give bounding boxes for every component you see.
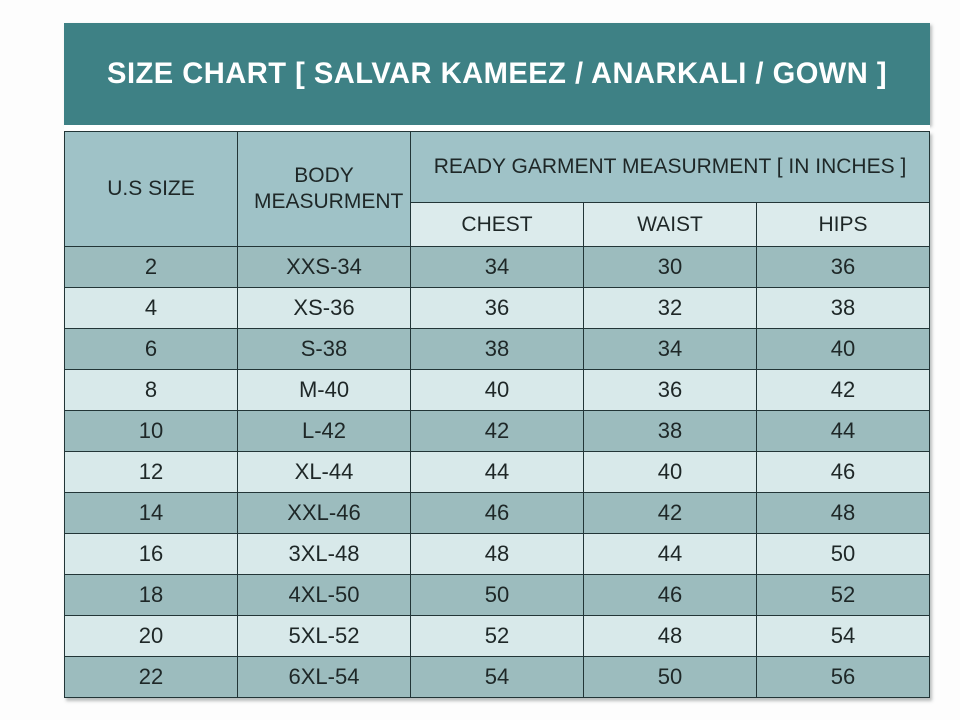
- cell-waist: 30: [583, 246, 757, 288]
- cell-waist: 38: [583, 410, 757, 452]
- cell-hips: 38: [756, 287, 930, 329]
- cell-body-measurement: 6XL-54: [237, 656, 411, 698]
- table-row: 4 XS-36 36 32 38: [64, 287, 930, 329]
- cell-us-size: 22: [64, 656, 238, 698]
- cell-body-measurement: 4XL-50: [237, 574, 411, 616]
- cell-us-size: 2: [64, 246, 238, 288]
- col-header-hips: HIPS: [756, 202, 930, 247]
- cell-hips: 42: [756, 369, 930, 411]
- cell-us-size: 18: [64, 574, 238, 616]
- table-row: 20 5XL-52 52 48 54: [64, 615, 930, 657]
- cell-waist: 42: [583, 492, 757, 534]
- cell-us-size: 20: [64, 615, 238, 657]
- cell-body-measurement: XXL-46: [237, 492, 411, 534]
- table-row: 16 3XL-48 48 44 50: [64, 533, 930, 575]
- table-row: 2 XXS-34 34 30 36: [64, 246, 930, 288]
- table-row: 6 S-38 38 34 40: [64, 328, 930, 370]
- cell-body-measurement: S-38: [237, 328, 411, 370]
- col-header-chest: CHEST: [410, 202, 584, 247]
- table-row: 12 XL-44 44 40 46: [64, 451, 930, 493]
- cell-hips: 46: [756, 451, 930, 493]
- col-header-us-size: U.S SIZE: [64, 131, 238, 247]
- cell-us-size: 8: [64, 369, 238, 411]
- cell-body-measurement: XL-44: [237, 451, 411, 493]
- table-row: 22 6XL-54 54 50 56: [64, 656, 930, 698]
- cell-chest: 54: [410, 656, 584, 698]
- cell-waist: 50: [583, 656, 757, 698]
- cell-chest: 42: [410, 410, 584, 452]
- cell-hips: 48: [756, 492, 930, 534]
- table-row: 18 4XL-50 50 46 52: [64, 574, 930, 616]
- cell-chest: 44: [410, 451, 584, 493]
- col-header-body-measurement-label: BODY MEASURMENT: [254, 163, 404, 213]
- banner-table-divider: [64, 125, 930, 131]
- size-chart-table: U.S SIZE BODY MEASURMENT READY GARMENT M…: [64, 131, 930, 698]
- cell-body-measurement: XS-36: [237, 287, 411, 329]
- cell-chest: 38: [410, 328, 584, 370]
- cell-body-measurement: 3XL-48: [237, 533, 411, 575]
- cell-chest: 46: [410, 492, 584, 534]
- table-row: 8 M-40 40 36 42: [64, 369, 930, 411]
- cell-hips: 52: [756, 574, 930, 616]
- cell-us-size: 4: [64, 287, 238, 329]
- table-row: 10 L-42 42 38 44: [64, 410, 930, 452]
- col-header-body-measurement: BODY MEASURMENT: [237, 131, 411, 247]
- col-header-waist: WAIST: [583, 202, 757, 247]
- size-chart: SIZE CHART [ SALVAR KAMEEZ / ANARKALI / …: [64, 23, 930, 698]
- cell-waist: 44: [583, 533, 757, 575]
- cell-us-size: 6: [64, 328, 238, 370]
- size-chart-title-banner: SIZE CHART [ SALVAR KAMEEZ / ANARKALI / …: [64, 23, 930, 125]
- page-title: SIZE CHART [ SALVAR KAMEEZ / ANARKALI / …: [107, 57, 887, 90]
- header-row-main: U.S SIZE BODY MEASURMENT READY GARMENT M…: [64, 131, 930, 247]
- cell-hips: 40: [756, 328, 930, 370]
- cell-waist: 46: [583, 574, 757, 616]
- cell-waist: 48: [583, 615, 757, 657]
- cell-hips: 36: [756, 246, 930, 288]
- cell-waist: 36: [583, 369, 757, 411]
- cell-waist: 34: [583, 328, 757, 370]
- cell-body-measurement: 5XL-52: [237, 615, 411, 657]
- cell-body-measurement: XXS-34: [237, 246, 411, 288]
- cell-chest: 52: [410, 615, 584, 657]
- cell-body-measurement: M-40: [237, 369, 411, 411]
- cell-chest: 40: [410, 369, 584, 411]
- table-row: 14 XXL-46 46 42 48: [64, 492, 930, 534]
- cell-body-measurement: L-42: [237, 410, 411, 452]
- size-table-body: 2 XXS-34 34 30 36 4 XS-36 36 32 38 6 S-38 38 34 40 8 M-4…: [64, 246, 930, 698]
- header-row-sub: CHEST WAIST HIPS: [65, 202, 930, 247]
- cell-waist: 40: [583, 451, 757, 493]
- cell-chest: 48: [410, 533, 584, 575]
- cell-chest: 36: [410, 287, 584, 329]
- cell-waist: 32: [583, 287, 757, 329]
- cell-chest: 34: [410, 246, 584, 288]
- cell-chest: 50: [410, 574, 584, 616]
- cell-hips: 44: [756, 410, 930, 452]
- cell-us-size: 12: [64, 451, 238, 493]
- cell-us-size: 10: [64, 410, 238, 452]
- col-header-ready-garment: READY GARMENT MEASURMENT [ IN INCHES ]: [410, 131, 930, 203]
- cell-us-size: 16: [64, 533, 238, 575]
- cell-hips: 54: [756, 615, 930, 657]
- cell-us-size: 14: [64, 492, 238, 534]
- cell-hips: 50: [756, 533, 930, 575]
- cell-hips: 56: [756, 656, 930, 698]
